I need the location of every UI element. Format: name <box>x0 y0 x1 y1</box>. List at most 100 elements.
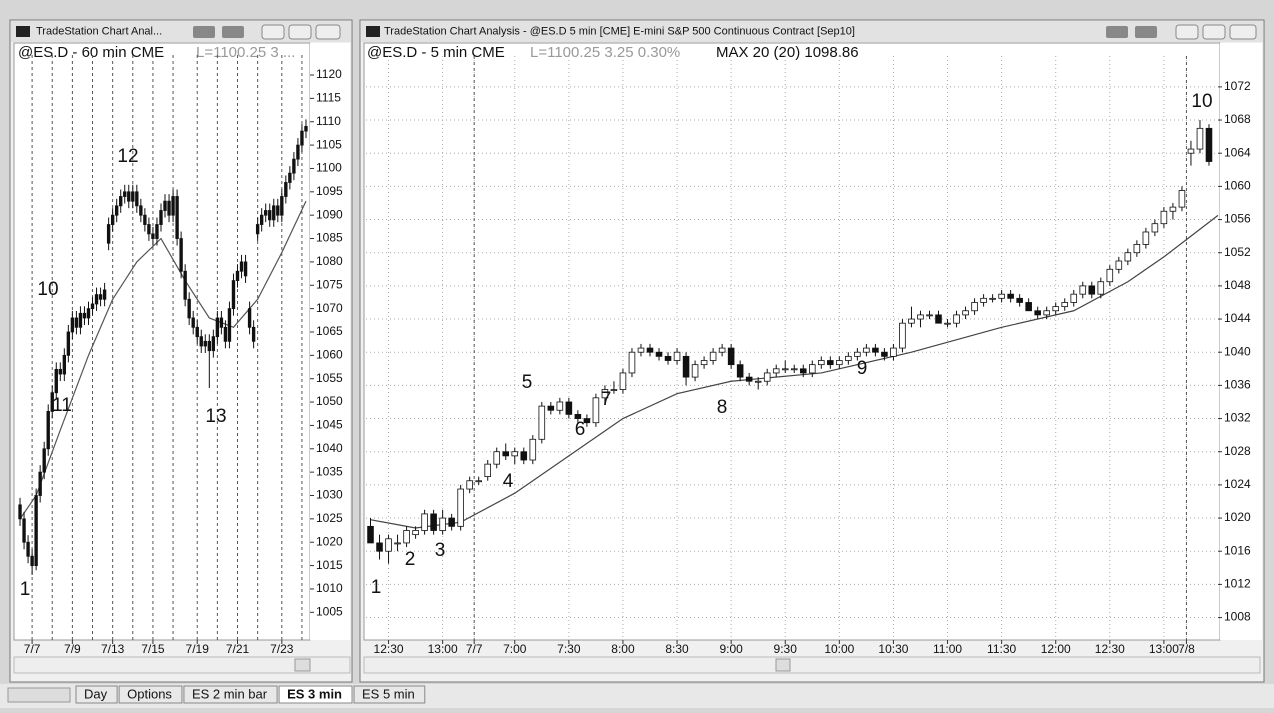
scrollbar[interactable] <box>363 656 1261 674</box>
candle-body <box>1133 244 1141 254</box>
candle-body <box>664 355 672 361</box>
candle-body <box>673 351 681 361</box>
sheet-tab[interactable]: ES 2 min bar <box>192 686 268 701</box>
candle-body <box>211 336 216 352</box>
indicator-button[interactable] <box>222 26 244 38</box>
tab-nav-buttons[interactable] <box>7 687 71 703</box>
candle-body <box>127 191 131 202</box>
y-tick-label: 1060 <box>1224 179 1251 193</box>
scroll-thumb[interactable] <box>775 658 791 672</box>
annotation: 11 <box>52 395 72 416</box>
annotation: 3 <box>435 540 446 561</box>
sheet-tab[interactable]: Options <box>127 686 172 701</box>
annotation: 6 <box>575 419 586 440</box>
candle-body <box>881 351 888 357</box>
x-tick-label: 13:00 <box>1149 642 1179 656</box>
candle-body <box>493 451 501 465</box>
sheet-tab-box[interactable] <box>118 685 183 704</box>
candle-body <box>637 347 645 353</box>
candle-body <box>565 401 573 415</box>
candle-body <box>908 318 915 324</box>
candle-body <box>754 380 762 383</box>
candle-body <box>1205 127 1213 162</box>
candle-body <box>448 517 455 527</box>
candle-body <box>1187 148 1195 154</box>
y-tick-label: 1070 <box>316 301 343 315</box>
candle-body <box>1169 206 1177 212</box>
candle-body <box>1034 310 1041 316</box>
y-tick-label: 1056 <box>1224 212 1251 226</box>
candle-body <box>394 542 401 545</box>
candle-body <box>1106 268 1114 283</box>
candle-body <box>466 480 473 490</box>
candle-body <box>863 347 870 353</box>
y-tick-label: 1036 <box>1224 378 1251 392</box>
candle-body <box>247 308 252 328</box>
candle-body <box>207 340 212 352</box>
study-label: MAX 20 (20) 1098.86 <box>716 44 859 61</box>
sheet-tab-box[interactable] <box>75 685 118 704</box>
y-tick-label: 1064 <box>1224 145 1251 159</box>
sheet-tab[interactable]: ES 5 min <box>362 686 415 701</box>
close-button[interactable] <box>1229 24 1257 40</box>
sheet-tab[interactable]: ES 3 min <box>287 686 342 701</box>
minimize-button[interactable] <box>1175 24 1199 40</box>
maximize-button[interactable] <box>288 24 312 40</box>
close-button[interactable] <box>315 24 341 40</box>
candle-body <box>119 196 123 207</box>
annotation: 4 <box>503 471 514 492</box>
scroll-thumb[interactable] <box>294 658 311 672</box>
candle-body <box>818 360 825 366</box>
scrollbar[interactable] <box>13 656 351 674</box>
candle-body <box>304 126 308 132</box>
candle-body <box>989 297 996 300</box>
sheet-tab-box[interactable] <box>183 685 278 704</box>
symbol-button[interactable] <box>193 26 215 38</box>
candle-body <box>62 354 67 375</box>
candle-body <box>890 347 897 357</box>
sheet-tab[interactable]: Day <box>84 686 108 701</box>
candle-body <box>556 401 564 411</box>
annotation: 9 <box>857 358 868 379</box>
x-tick-label: 7/23 <box>270 642 294 656</box>
candle-body <box>203 340 207 347</box>
candle-body <box>998 293 1005 299</box>
sheet-tab-box[interactable] <box>278 685 353 704</box>
candle-body <box>944 322 951 325</box>
candle-body <box>691 364 699 378</box>
candle-body <box>709 351 717 361</box>
candle-body <box>123 191 127 197</box>
candle-body <box>143 214 147 225</box>
candle-body <box>255 224 260 235</box>
candle-body <box>167 200 171 216</box>
candle-body <box>403 530 410 544</box>
candle-body <box>268 210 272 221</box>
indicator-button[interactable] <box>1135 26 1157 38</box>
sheet-tab-box[interactable] <box>353 685 426 704</box>
candle-body <box>610 389 618 391</box>
candle-body <box>102 289 107 300</box>
candle-body <box>259 214 264 225</box>
x-tick-label: 7/7 <box>466 642 483 656</box>
x-tick-label: 7/13 <box>101 642 125 656</box>
candle-body <box>980 297 987 303</box>
y-tick-label: 1020 <box>316 534 343 548</box>
annotation: 7 <box>601 389 612 410</box>
symbol-button[interactable] <box>1106 26 1128 38</box>
candle-body <box>1079 285 1087 295</box>
candle-body <box>917 314 924 320</box>
candle-body <box>106 224 111 244</box>
minimize-button[interactable] <box>261 24 285 40</box>
annotation: 2 <box>405 549 416 570</box>
candle-body <box>1025 302 1032 312</box>
title-bar <box>361 21 1263 42</box>
maximize-button[interactable] <box>1202 24 1226 40</box>
candle-body <box>94 294 99 305</box>
x-tick-label: 10:30 <box>878 642 908 656</box>
candle-body <box>700 360 708 366</box>
y-tick-label: 1028 <box>1224 444 1251 458</box>
candle-body <box>288 172 292 183</box>
candle-body <box>718 347 726 353</box>
candle-body <box>872 347 879 353</box>
candle-body <box>276 205 280 216</box>
